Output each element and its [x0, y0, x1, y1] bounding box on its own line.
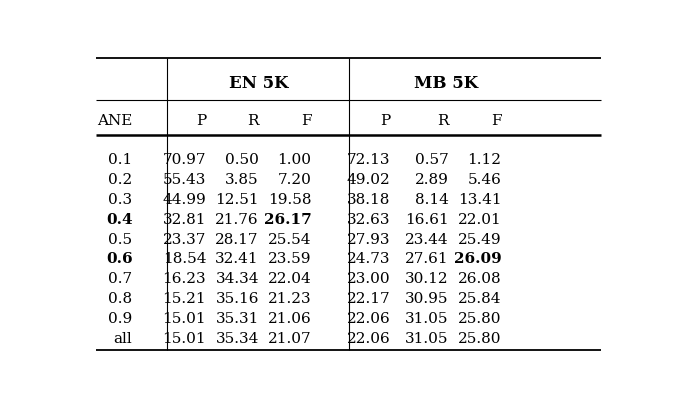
Text: 0.7: 0.7: [108, 272, 133, 286]
Text: 23.44: 23.44: [405, 233, 449, 247]
Text: 15.01: 15.01: [163, 332, 206, 346]
Text: 15.21: 15.21: [163, 292, 206, 306]
Text: 25.49: 25.49: [458, 233, 501, 247]
Text: 0.6: 0.6: [106, 253, 133, 266]
Text: 28.17: 28.17: [216, 233, 259, 247]
Text: 5.46: 5.46: [467, 173, 501, 187]
Text: 22.17: 22.17: [347, 292, 390, 306]
Text: 2.89: 2.89: [415, 173, 449, 187]
Text: 27.61: 27.61: [405, 253, 449, 266]
Text: 7.20: 7.20: [277, 173, 311, 187]
Text: 21.07: 21.07: [268, 332, 311, 346]
Text: all: all: [114, 332, 133, 346]
Text: 22.04: 22.04: [268, 272, 311, 286]
Text: 25.80: 25.80: [458, 312, 501, 326]
Text: F: F: [491, 114, 501, 128]
Text: 16.23: 16.23: [163, 272, 206, 286]
Text: 35.34: 35.34: [216, 332, 259, 346]
Text: P: P: [380, 114, 390, 128]
Text: 19.58: 19.58: [268, 193, 311, 207]
Text: 26.17: 26.17: [264, 213, 311, 227]
Text: 8.14: 8.14: [415, 193, 449, 207]
Text: 38.18: 38.18: [347, 193, 390, 207]
Text: 0.3: 0.3: [108, 193, 133, 207]
Text: 30.12: 30.12: [405, 272, 449, 286]
Text: 23.37: 23.37: [163, 233, 206, 247]
Text: 24.73: 24.73: [347, 253, 390, 266]
Text: 21.76: 21.76: [216, 213, 259, 227]
Text: EN 5K: EN 5K: [229, 75, 288, 92]
Text: 0.50: 0.50: [225, 153, 259, 168]
Text: 25.80: 25.80: [458, 332, 501, 346]
Text: 30.95: 30.95: [405, 292, 449, 306]
Text: ANE: ANE: [97, 114, 133, 128]
Text: 21.23: 21.23: [268, 292, 311, 306]
Text: 16.61: 16.61: [405, 213, 449, 227]
Text: 22.06: 22.06: [347, 332, 390, 346]
Text: 1.12: 1.12: [467, 153, 501, 168]
Text: R: R: [248, 114, 259, 128]
Text: 49.02: 49.02: [347, 173, 390, 187]
Text: F: F: [301, 114, 311, 128]
Text: 34.34: 34.34: [216, 272, 259, 286]
Text: 0.57: 0.57: [415, 153, 449, 168]
Text: 32.41: 32.41: [216, 253, 259, 266]
Text: 55.43: 55.43: [163, 173, 206, 187]
Text: 25.84: 25.84: [458, 292, 501, 306]
Text: 0.1: 0.1: [108, 153, 133, 168]
Text: 25.54: 25.54: [268, 233, 311, 247]
Text: 18.54: 18.54: [163, 253, 206, 266]
Text: 32.81: 32.81: [163, 213, 206, 227]
Text: 70.97: 70.97: [163, 153, 206, 168]
Text: P: P: [196, 114, 206, 128]
Text: 31.05: 31.05: [405, 332, 449, 346]
Text: 3.85: 3.85: [225, 173, 259, 187]
Text: 22.01: 22.01: [458, 213, 501, 227]
Text: 31.05: 31.05: [405, 312, 449, 326]
Text: 0.2: 0.2: [108, 173, 133, 187]
Text: MB 5K: MB 5K: [414, 75, 478, 92]
Text: 23.00: 23.00: [347, 272, 390, 286]
Text: 44.99: 44.99: [163, 193, 206, 207]
Text: 26.08: 26.08: [458, 272, 501, 286]
Text: 0.5: 0.5: [108, 233, 133, 247]
Text: 13.41: 13.41: [458, 193, 501, 207]
Text: 1.00: 1.00: [277, 153, 311, 168]
Text: 21.06: 21.06: [268, 312, 311, 326]
Text: 0.9: 0.9: [108, 312, 133, 326]
Text: 35.16: 35.16: [216, 292, 259, 306]
Text: 32.63: 32.63: [347, 213, 390, 227]
Text: 22.06: 22.06: [347, 312, 390, 326]
Text: 23.59: 23.59: [268, 253, 311, 266]
Text: 0.4: 0.4: [106, 213, 133, 227]
Text: R: R: [437, 114, 449, 128]
Text: 72.13: 72.13: [347, 153, 390, 168]
Text: 27.93: 27.93: [347, 233, 390, 247]
Text: 35.31: 35.31: [216, 312, 259, 326]
Text: 26.09: 26.09: [454, 253, 501, 266]
Text: 0.8: 0.8: [108, 292, 133, 306]
Text: 15.01: 15.01: [163, 312, 206, 326]
Text: 12.51: 12.51: [216, 193, 259, 207]
